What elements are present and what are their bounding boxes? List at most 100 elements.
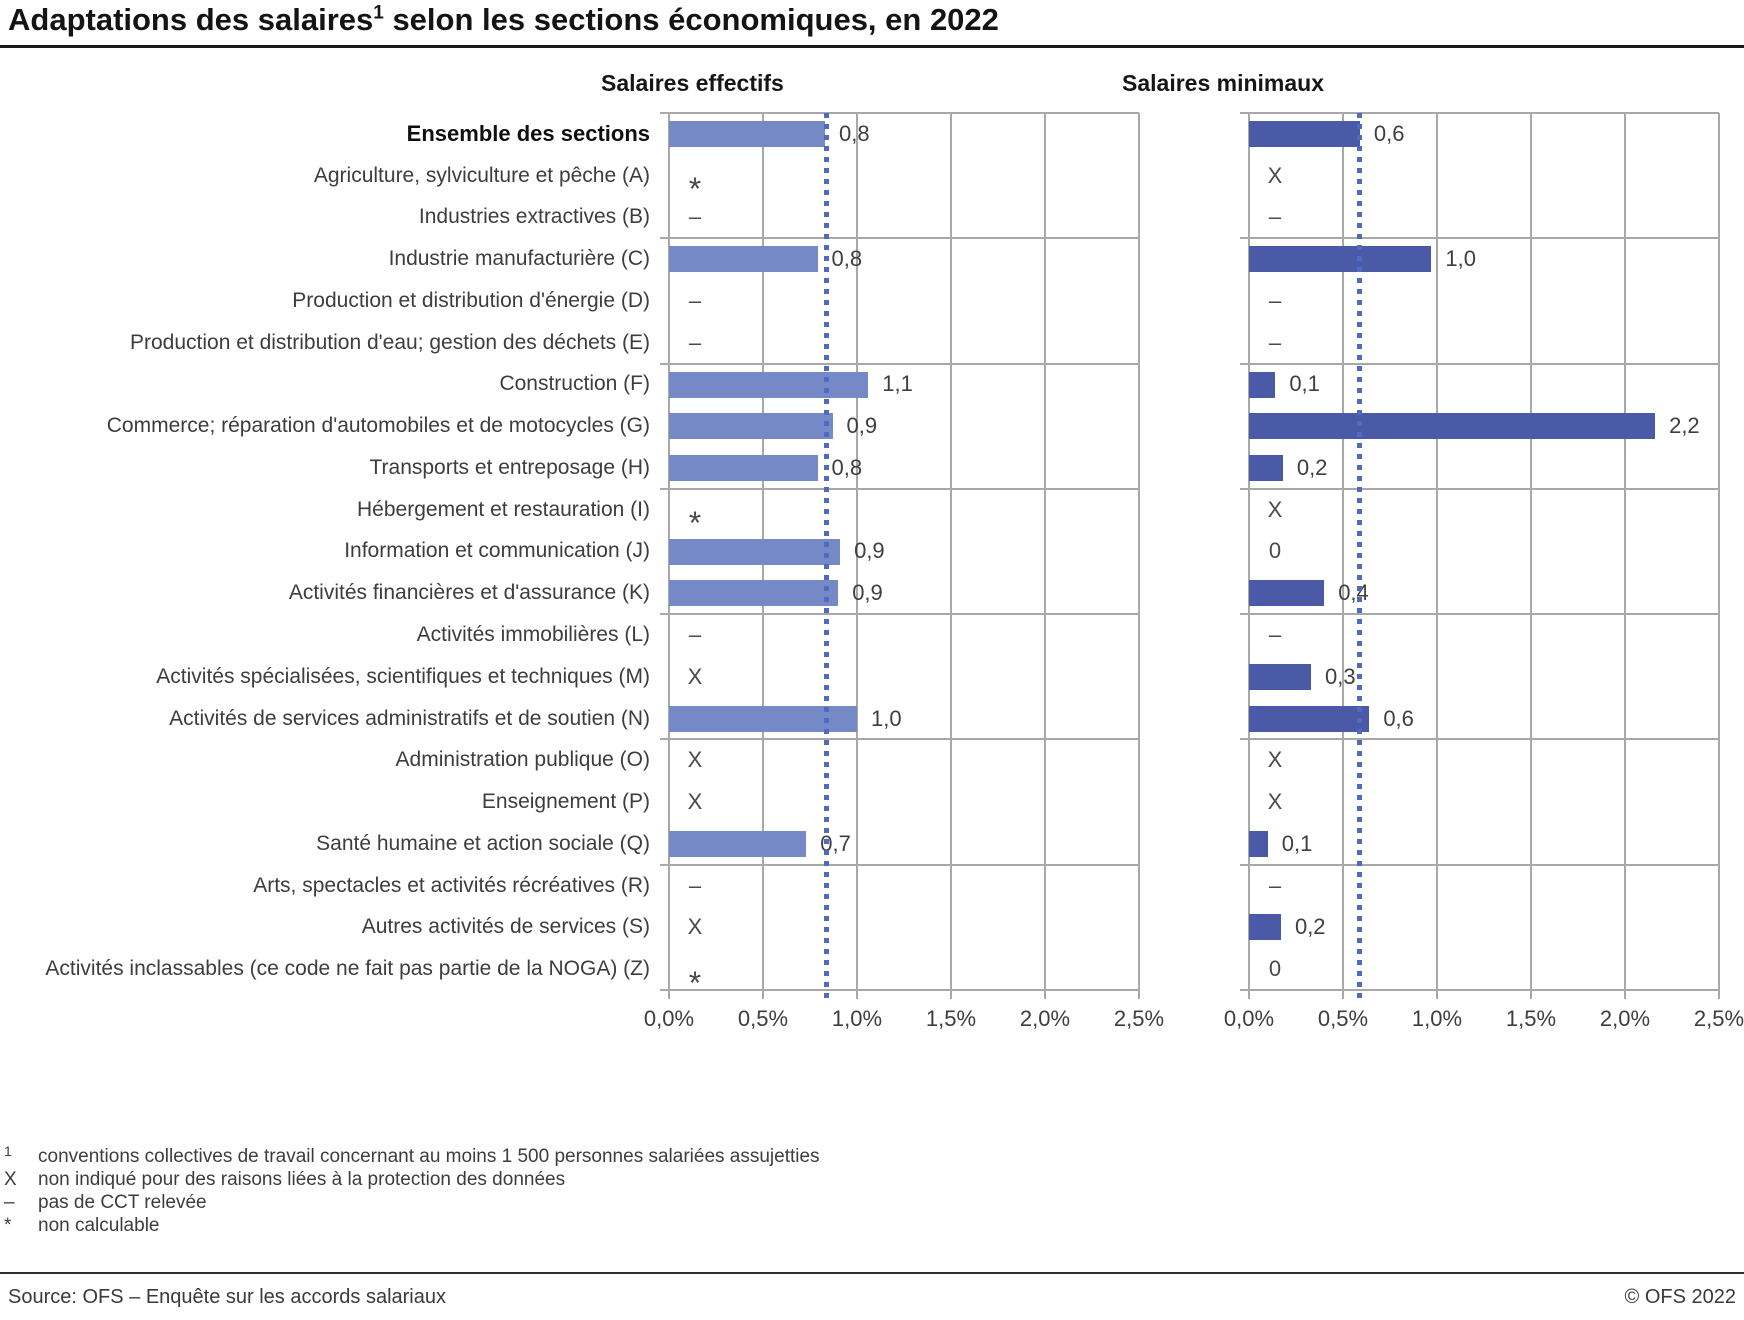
category-label: Activités financières et d'assurance (K) xyxy=(288,581,650,605)
no-data-symbol: X xyxy=(687,789,703,815)
gridline-vertical xyxy=(1138,113,1140,990)
reference-line xyxy=(824,113,830,1001)
x-tick-label: 2,0% xyxy=(1019,1006,1071,1031)
page-title: Adaptations des salaires1 selon les sect… xyxy=(8,2,999,38)
value-label: 0,4 xyxy=(1338,580,1369,606)
no-data-symbol: 0 xyxy=(1268,538,1282,564)
bar xyxy=(1249,914,1281,941)
group-separator xyxy=(1240,863,1719,866)
category-label: Autres activités de services (S) xyxy=(361,915,650,939)
bar xyxy=(1249,705,1370,732)
category-label: Agriculture, sylviculture et pêche (A) xyxy=(313,163,650,187)
no-data-symbol: – xyxy=(1268,204,1282,230)
chart-row: 0,1 xyxy=(1249,364,1719,406)
category-label: Enseignement (P) xyxy=(481,790,650,814)
axis-tick xyxy=(1342,990,1344,999)
no-data-symbol: X xyxy=(1267,162,1283,188)
source-note: Source: OFS – Enquête sur les accords sa… xyxy=(8,1286,446,1308)
chart-row: – xyxy=(669,197,1139,239)
chart-row: 1,0 xyxy=(1249,238,1719,280)
group-separator xyxy=(1240,487,1719,490)
plot-top-border xyxy=(1240,112,1719,114)
bar xyxy=(669,538,841,565)
bar xyxy=(1249,455,1283,482)
category-label: Arts, spectacles et activités récréative… xyxy=(253,873,650,897)
title-rule xyxy=(0,45,1744,48)
category-label: Hébergement et restauration (I) xyxy=(357,497,650,521)
category-label: Information et communication (J) xyxy=(344,539,650,563)
x-tick-label: 2,0% xyxy=(1599,1006,1651,1031)
bar xyxy=(669,413,833,440)
gridline-vertical xyxy=(1624,113,1626,990)
chart-row: 0,6 xyxy=(1249,113,1719,155)
group-separator xyxy=(660,863,1139,866)
chart-row: X xyxy=(669,739,1139,781)
value-label: 0,6 xyxy=(1373,120,1405,146)
gridline-vertical xyxy=(1436,113,1438,990)
x-tick-label: 1,0% xyxy=(831,1006,883,1031)
group-separator xyxy=(660,487,1139,490)
footnote-text: conventions collectives de travail conce… xyxy=(38,1146,820,1167)
chart-row: 0 xyxy=(1249,531,1719,573)
value-label: 0,9 xyxy=(846,413,878,439)
footer-rule xyxy=(0,1272,1744,1274)
bar xyxy=(1249,580,1325,607)
footnotes-block: 1 conventions collectives de travail conc… xyxy=(4,1143,820,1238)
no-data-symbol: – xyxy=(1268,621,1282,647)
bar xyxy=(1249,830,1268,857)
no-data-symbol: – xyxy=(688,329,702,355)
value-label: 0,9 xyxy=(852,580,883,606)
title-footnote-marker: 1 xyxy=(373,2,384,24)
axis-tick xyxy=(1138,990,1140,999)
category-label: Production et distribution d'énergie (D) xyxy=(292,288,650,312)
chart-row: – xyxy=(1249,865,1719,907)
x-axis-line xyxy=(1240,988,1719,991)
value-label: 1,1 xyxy=(882,371,913,397)
chart-row: – xyxy=(669,865,1139,907)
copyright-note: © OFS 2022 xyxy=(1624,1286,1736,1308)
footnote-text: non calculable xyxy=(38,1215,160,1236)
axis-tick xyxy=(1248,990,1250,999)
axis-tick xyxy=(1530,990,1532,999)
footnote-marker: * xyxy=(4,1215,12,1236)
footnote-marker: 1 xyxy=(4,1143,12,1159)
footnote-line: * non calculable xyxy=(4,1215,820,1238)
chart-row: – xyxy=(1249,280,1719,322)
chart-row: 2,2 xyxy=(1249,405,1719,447)
category-label: Activités inclassables (ce code ne fait … xyxy=(45,957,650,981)
chart-row: X xyxy=(1249,781,1719,823)
category-label: Transports et entreposage (H) xyxy=(369,455,650,479)
chart-row: X xyxy=(1249,739,1719,781)
gridline-vertical xyxy=(950,113,952,990)
x-tick-label: 0,5% xyxy=(737,1006,789,1031)
group-separator xyxy=(1240,738,1719,741)
group-separator xyxy=(1240,613,1719,616)
bar xyxy=(1249,413,1656,440)
value-label: 0,6 xyxy=(1383,705,1414,731)
bar xyxy=(1249,663,1312,690)
chart-row: X xyxy=(669,781,1139,823)
x-tick-label: 0,5% xyxy=(1317,1006,1369,1031)
axis-tick xyxy=(1718,990,1720,999)
x-tick-label: 1,0% xyxy=(1411,1006,1463,1031)
value-label: 0,3 xyxy=(1325,663,1356,689)
bar xyxy=(1249,246,1432,273)
chart-row: 0,2 xyxy=(1249,906,1719,948)
category-label: Ensemble des sections xyxy=(406,120,650,146)
no-data-symbol: – xyxy=(1268,287,1282,313)
column-title-salaires-effectifs: Salaires effectifs xyxy=(601,70,784,96)
x-tick-label: 1,5% xyxy=(925,1006,977,1031)
chart-row: – xyxy=(669,322,1139,364)
category-labels-column: Ensemble des sections Agriculture, sylvic… xyxy=(0,113,650,990)
group-separator xyxy=(660,237,1139,240)
bar xyxy=(1249,121,1360,147)
x-tick-label: 0,0% xyxy=(1223,1006,1275,1031)
value-label: 0,8 xyxy=(839,120,870,146)
column-title-salaires-minimaux: Salaires minimaux xyxy=(1122,70,1324,96)
group-separator xyxy=(660,613,1139,616)
category-label: Santé humaine et action sociale (Q) xyxy=(316,831,650,855)
gridline-vertical xyxy=(1248,113,1250,990)
gridline-vertical xyxy=(1044,113,1046,990)
